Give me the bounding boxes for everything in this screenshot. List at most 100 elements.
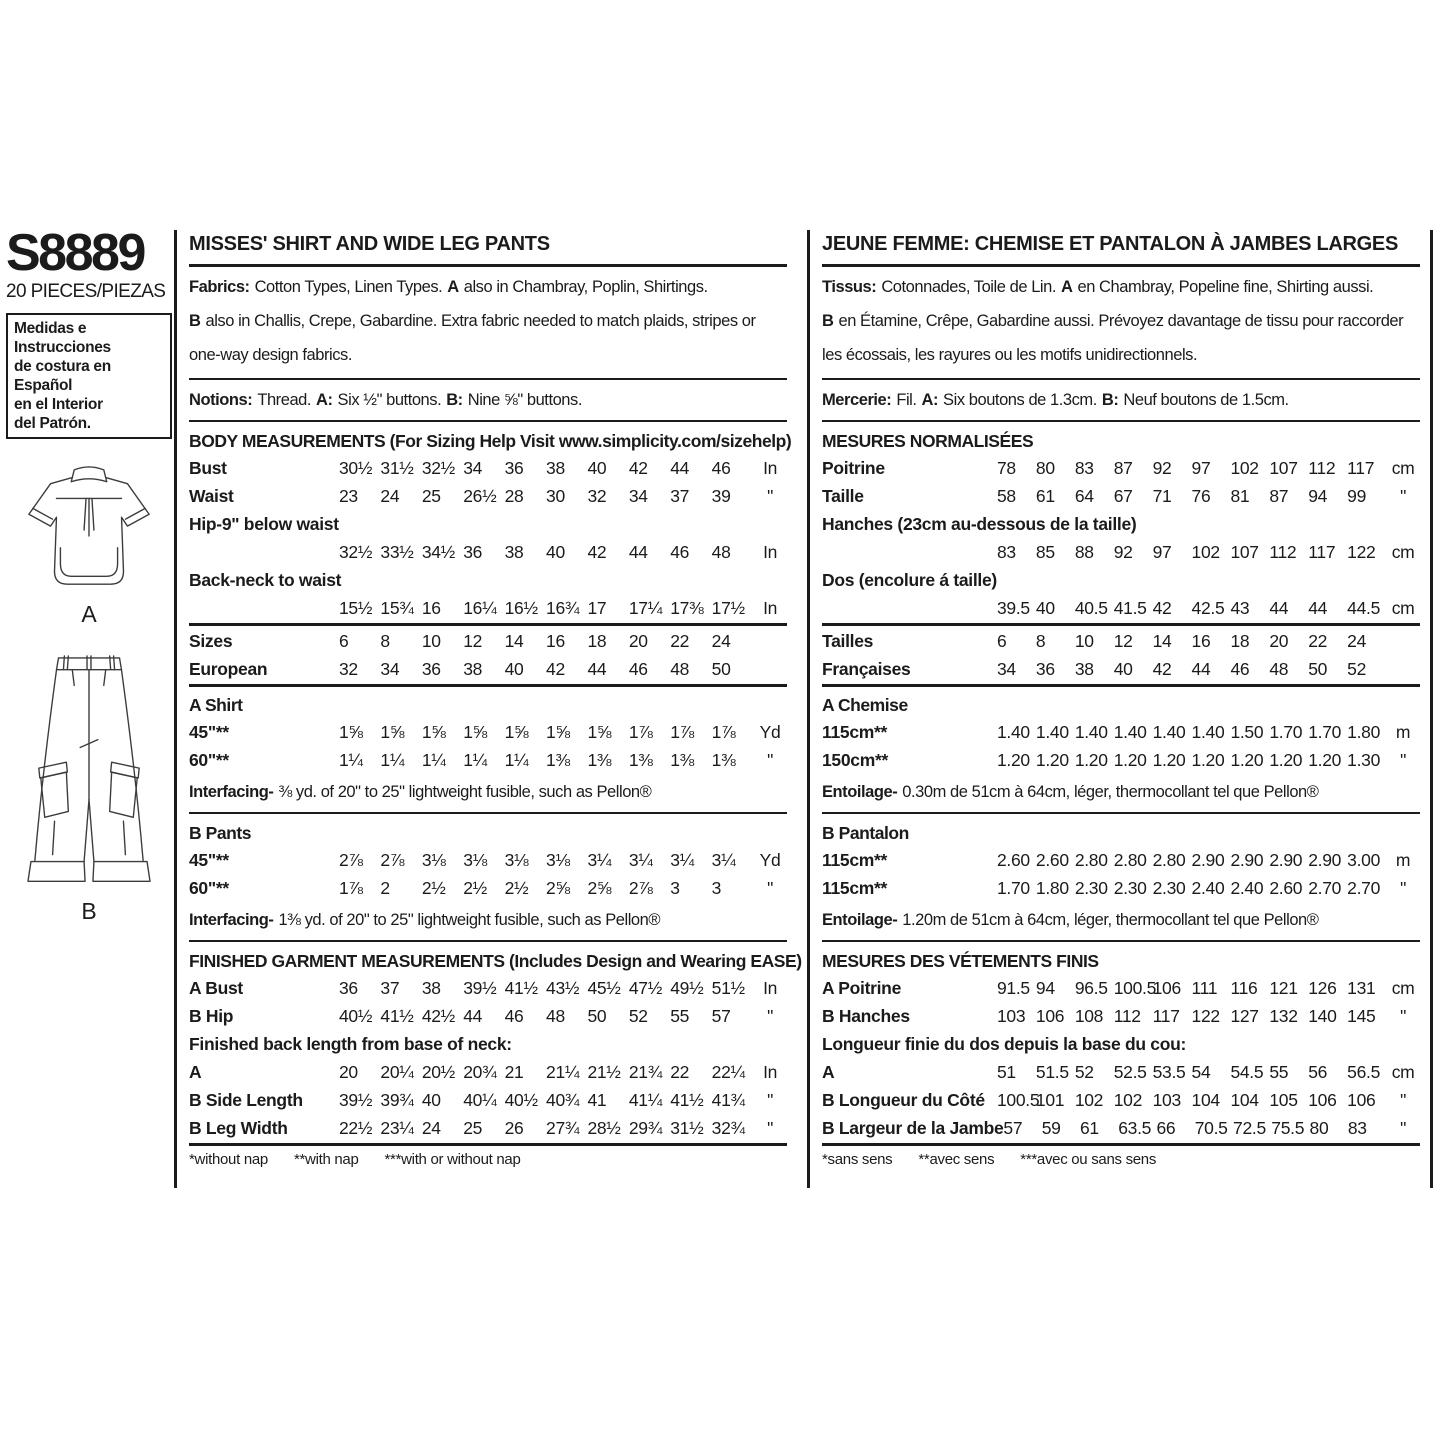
table-row: Taille 58 61 64 67 71 76 81 87 94 99 " bbox=[822, 482, 1420, 510]
cell-value: 3⅛ bbox=[504, 850, 529, 870]
row-label: 150cm** bbox=[822, 750, 889, 770]
unit-label: In bbox=[763, 1062, 778, 1082]
cell-value: 20 bbox=[628, 631, 648, 651]
cell-value: 112 bbox=[1308, 458, 1336, 478]
row-label: Tailles bbox=[822, 631, 874, 651]
a-chemise-metrage-table: 115cm** 1.40 1.40 1.40 1.40 1.40 1.40 1.50 1.70 1… bbox=[822, 718, 1420, 774]
cell-value: 16¾ bbox=[546, 598, 580, 618]
cell-value: 3⅛ bbox=[463, 850, 487, 870]
row-label: Dos (encolure á taille) bbox=[822, 570, 997, 590]
mesures-normalisees-table: Poitrine 78 80 83 87 92 97 102 107 112 117 cm Taille… bbox=[822, 454, 1420, 622]
row-label: 60"** bbox=[189, 750, 229, 770]
cell-value: 21 bbox=[504, 1062, 524, 1082]
divider bbox=[189, 940, 787, 942]
cell-value: 100.5 bbox=[1113, 978, 1157, 998]
row-label: 115cm** bbox=[822, 850, 888, 870]
cell-value: 42.5 bbox=[1191, 598, 1225, 618]
cell-value: 1.40 bbox=[1152, 722, 1186, 742]
unit-label: " bbox=[1400, 878, 1407, 898]
cell-value: 34½ bbox=[421, 542, 455, 562]
cell-value: 26½ bbox=[463, 486, 497, 506]
cell-value: 42 bbox=[1152, 659, 1172, 679]
cell-value: 1⅞ bbox=[628, 722, 653, 742]
cell-value: 29¾ bbox=[628, 1118, 663, 1138]
cell-value: 17⅜ bbox=[670, 598, 704, 618]
cell-value: 46 bbox=[628, 659, 648, 679]
b-pants-heading: B Pants bbox=[189, 823, 252, 843]
cell-value: 94 bbox=[1308, 486, 1328, 506]
cell-value: 6 bbox=[339, 631, 349, 651]
cell-value: 41½ bbox=[504, 978, 538, 998]
cell-value: 12 bbox=[1113, 631, 1133, 651]
longueur-finie-table: A 51 51.5 52 52.5 53.5 54 54.5 55 56 56.5 cm B Longu… bbox=[822, 1058, 1420, 1142]
cell-value: 21½ bbox=[587, 1062, 621, 1082]
cell-value: 61 bbox=[1035, 486, 1055, 506]
cell-value: 34 bbox=[997, 659, 1016, 679]
cell-value: 96.5 bbox=[1074, 978, 1108, 998]
cell-value: 1.20 bbox=[1152, 750, 1186, 770]
cell-value: 3⅛ bbox=[421, 850, 446, 870]
divider bbox=[822, 420, 1420, 422]
table-row: 60"** 1¼ 1¼ 1¼ 1¼ 1¼ 1⅜ 1⅜ 1⅜ 1⅜ 1⅜ " bbox=[189, 746, 787, 774]
cell-value: 20½ bbox=[421, 1062, 455, 1082]
unit-label: cm bbox=[1391, 1062, 1415, 1082]
a-shirt-interfacing: Interfacing- ⅜ yd. of 20" to 25" lightwei… bbox=[189, 783, 652, 801]
unit-label: m bbox=[1395, 722, 1411, 742]
table-row: A Bust 36 37 38 39½ 41½ 43½ 45½ 47½ 49½ 51½ In bbox=[189, 974, 787, 1002]
cell-value: 1.70 bbox=[1308, 722, 1342, 742]
table-row: European 32 34 36 38 40 42 44 46 48 50 bbox=[189, 655, 787, 683]
divider bbox=[822, 1143, 1420, 1146]
cell-value: 49½ bbox=[670, 978, 704, 998]
cell-value: 40 bbox=[546, 542, 565, 562]
cell-value: 12 bbox=[463, 631, 483, 651]
cell-value: 44 bbox=[628, 542, 648, 562]
cell-value: 44 bbox=[1308, 598, 1328, 618]
cell-value: 107 bbox=[1230, 542, 1259, 562]
row-label: 45"** bbox=[189, 850, 229, 870]
unit-label: cm bbox=[1391, 978, 1415, 998]
cell-value: 1.20 bbox=[1308, 750, 1342, 770]
cell-value: 41.5 bbox=[1113, 598, 1147, 618]
cell-value: 2⅞ bbox=[628, 878, 653, 898]
table-row: 39.5 40 40.5 41.5 42 42.5 43 44 44 44.5 cm bbox=[822, 594, 1420, 622]
cell-value: 48 bbox=[546, 1006, 565, 1026]
cell-value: 80 bbox=[1035, 458, 1055, 478]
cell-value: 2½ bbox=[421, 878, 446, 898]
row-label: Waist bbox=[189, 486, 234, 506]
cell-value: 112 bbox=[1269, 542, 1297, 562]
table-row: B Side Length 39½ 39¾ 40 40¼ 40½ 40¾ 41 41¼ 41½ 41… bbox=[189, 1086, 787, 1114]
a-chemise-entoilage: Entoilage- 0.30m de 51cm à 64cm, léger, t… bbox=[822, 783, 1319, 801]
table-row: Sizes 6 8 10 12 14 16 18 20 22 24 bbox=[189, 627, 787, 655]
view-a-illustration bbox=[28, 466, 150, 585]
cell-value: 75.5 bbox=[1271, 1118, 1305, 1138]
b-pantalon-metrage-table: 115cm** 2.60 2.60 2.80 2.80 2.80 2.90 2.90 2.90 2… bbox=[822, 846, 1420, 902]
row-label bbox=[822, 538, 997, 566]
cell-value: 92 bbox=[1152, 458, 1172, 478]
cell-value: 40 bbox=[504, 659, 524, 679]
cell-value: 40 bbox=[1035, 598, 1055, 618]
cell-value: 14 bbox=[1152, 631, 1172, 651]
sizes-table: Sizes 6 8 10 12 14 16 18 20 22 24 European 32 34 36 38 4… bbox=[189, 627, 787, 683]
table-row: 115cm** 2.60 2.60 2.80 2.80 2.80 2.90 2.90 2.90 2… bbox=[822, 846, 1420, 874]
cell-value: 70.5 bbox=[1194, 1118, 1228, 1138]
cell-value: 87 bbox=[1269, 486, 1289, 506]
divider bbox=[822, 940, 1420, 942]
cell-value: 44 bbox=[463, 1006, 483, 1026]
cell-value: 2.40 bbox=[1230, 878, 1264, 898]
body-measurements-table: Bust 30½ 31½ 32½ 34 36 38 40 42 44 46 In Waist 23 24 25… bbox=[189, 454, 787, 622]
cell-value: 1⅞ bbox=[339, 878, 363, 898]
cell-value: 1¼ bbox=[380, 750, 405, 770]
cell-value: 17 bbox=[587, 598, 607, 618]
mercerie-label: Mercerie: bbox=[822, 391, 892, 409]
cell-value: 2.90 bbox=[1230, 850, 1264, 870]
cell-value: 40.5 bbox=[1074, 598, 1108, 618]
cell-value: 26 bbox=[504, 1118, 524, 1138]
body-measurements-heading: BODY MEASUREMENTS (For Sizing Help Visit… bbox=[189, 431, 792, 451]
cell-value: 99 bbox=[1347, 486, 1367, 506]
cell-value: 37 bbox=[670, 486, 690, 506]
cell-value: 2.60 bbox=[1035, 850, 1069, 870]
cell-value: 16½ bbox=[504, 598, 538, 618]
cell-value: 106 bbox=[1035, 1006, 1065, 1026]
view-a-ref: A bbox=[447, 278, 459, 296]
row-label bbox=[189, 594, 339, 622]
